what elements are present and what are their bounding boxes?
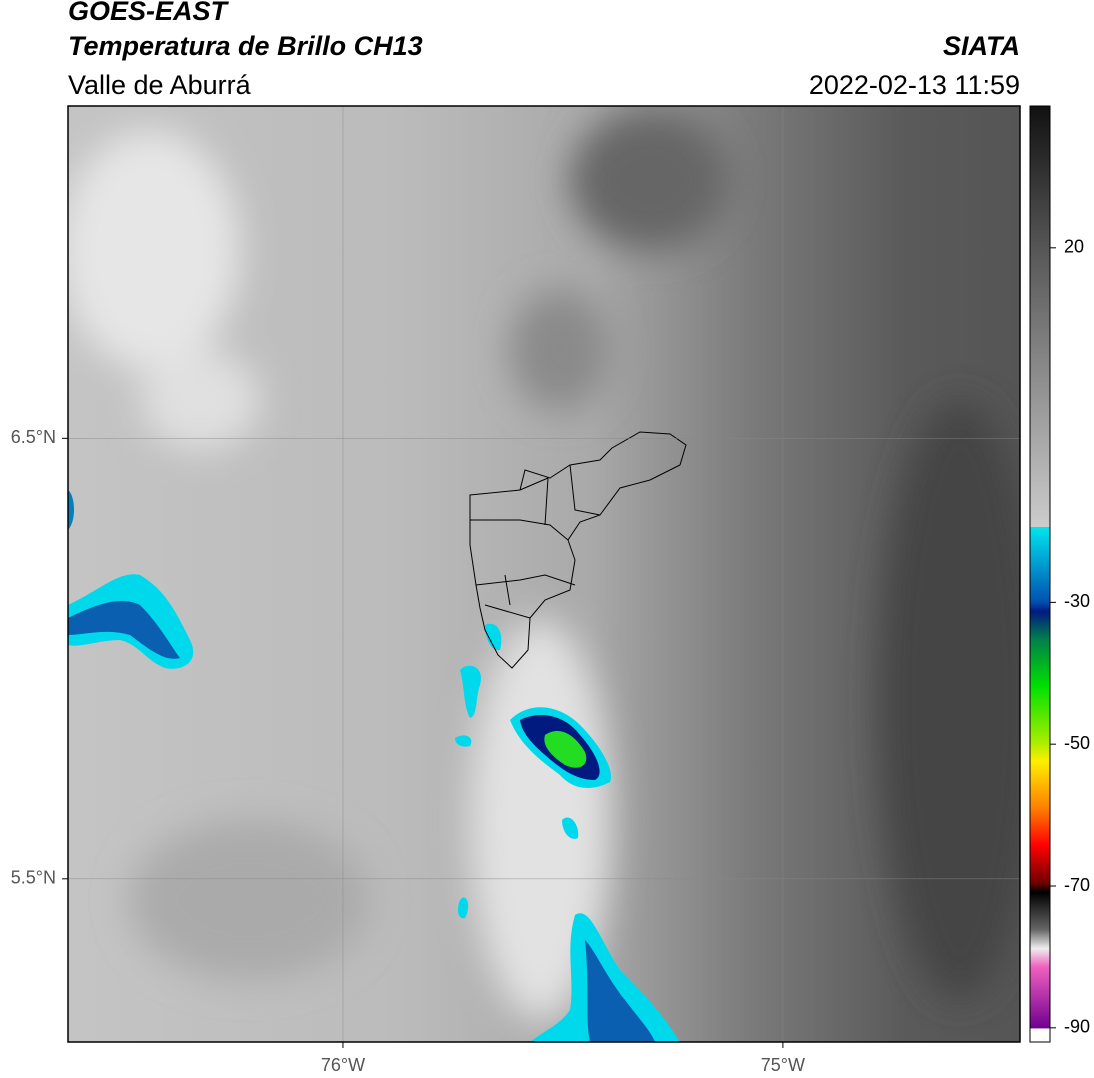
region: Valle de Aburrá — [68, 70, 252, 100]
colorbar-label: -50 — [1064, 733, 1090, 753]
graticule: 76°W 75°W 6.5°N 5.5°N — [11, 106, 1020, 1075]
datetime: 2022-02-13 11:59 — [809, 70, 1020, 100]
satellite-image — [68, 106, 1020, 1042]
lon-label: 75°W — [761, 1055, 805, 1075]
source: SIATA — [943, 31, 1020, 61]
lat-label: 5.5°N — [11, 868, 56, 888]
colorbar-label: 20 — [1064, 237, 1084, 257]
colorbar-ticks: 20 -30 -50 -70 -90 — [1050, 237, 1090, 1037]
subtitle: Temperatura de Brillo CH13 — [68, 31, 423, 61]
title: GOES-EAST — [68, 0, 230, 26]
colorbar-label: -30 — [1064, 591, 1090, 611]
lon-label: 76°W — [321, 1055, 365, 1075]
colorbar-label: -90 — [1064, 1017, 1090, 1037]
colorbar-label: -70 — [1064, 875, 1090, 895]
colorbar — [1029, 105, 1051, 1043]
map-frame — [67, 105, 1021, 1043]
lat-label: 6.5°N — [11, 427, 56, 447]
